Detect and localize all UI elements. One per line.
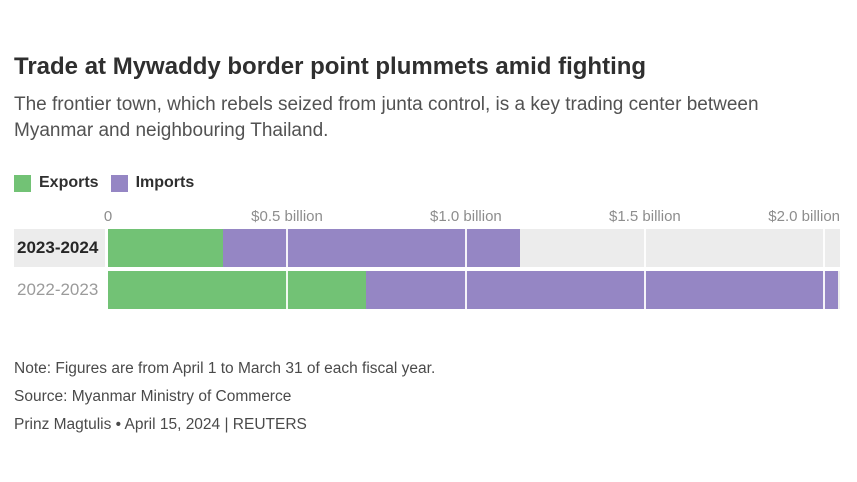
x-tick-label: $0.5 billion <box>251 208 323 225</box>
x-tick-label: 0 <box>103 208 113 225</box>
gridline <box>286 271 288 309</box>
legend-item-exports: Exports <box>14 174 99 192</box>
legend: Exports Imports <box>14 174 840 192</box>
x-tick-label: $1.0 billion <box>430 208 502 225</box>
bar-track <box>108 229 840 267</box>
legend-label-imports: Imports <box>135 174 195 191</box>
gridline <box>464 271 467 309</box>
bar-segment-exports <box>108 229 223 267</box>
gridline <box>464 229 467 267</box>
chart-title: Trade at Mywaddy border point plummets a… <box>14 53 647 80</box>
gridline <box>822 271 825 309</box>
bar-chart: 2023-2024 2022-2023 <box>14 229 840 309</box>
legend-swatch-exports-icon <box>14 174 31 192</box>
chart-subtitle: The frontier town, which rebels seized f… <box>14 94 759 141</box>
bar-segment-imports <box>365 271 839 309</box>
byline: Prinz Magtulis • April 15, 2024 | REUTER… <box>14 416 307 433</box>
x-tick-label: $2.0 billion <box>768 208 840 225</box>
legend-label-exports: Exports <box>39 174 99 191</box>
chart-row: 2023-2024 <box>14 229 840 267</box>
footer: Note: Figures are from April 1 to March … <box>14 355 840 439</box>
bar-segment-exports <box>108 271 366 309</box>
gridline <box>286 229 288 267</box>
footnote: Note: Figures are from April 1 to March … <box>14 360 436 377</box>
gridline <box>643 229 646 267</box>
gridline <box>822 229 825 267</box>
x-axis: 0 $0.5 billion $1.0 billion $1.5 billion $2.… <box>104 207 840 229</box>
bar-segment-imports <box>222 229 520 267</box>
legend-item-imports: Imports <box>110 174 195 192</box>
bar-track <box>108 271 840 309</box>
legend-swatch-imports-icon <box>110 174 128 192</box>
chart-row: 2022-2023 <box>14 271 840 309</box>
gridline <box>643 271 646 309</box>
source-line: Source: Myanmar Ministry of Commerce <box>14 388 292 405</box>
x-tick-label: $1.5 billion <box>609 208 681 225</box>
row-label: 2022-2023 <box>17 280 99 299</box>
row-label: 2023-2024 <box>14 229 105 267</box>
